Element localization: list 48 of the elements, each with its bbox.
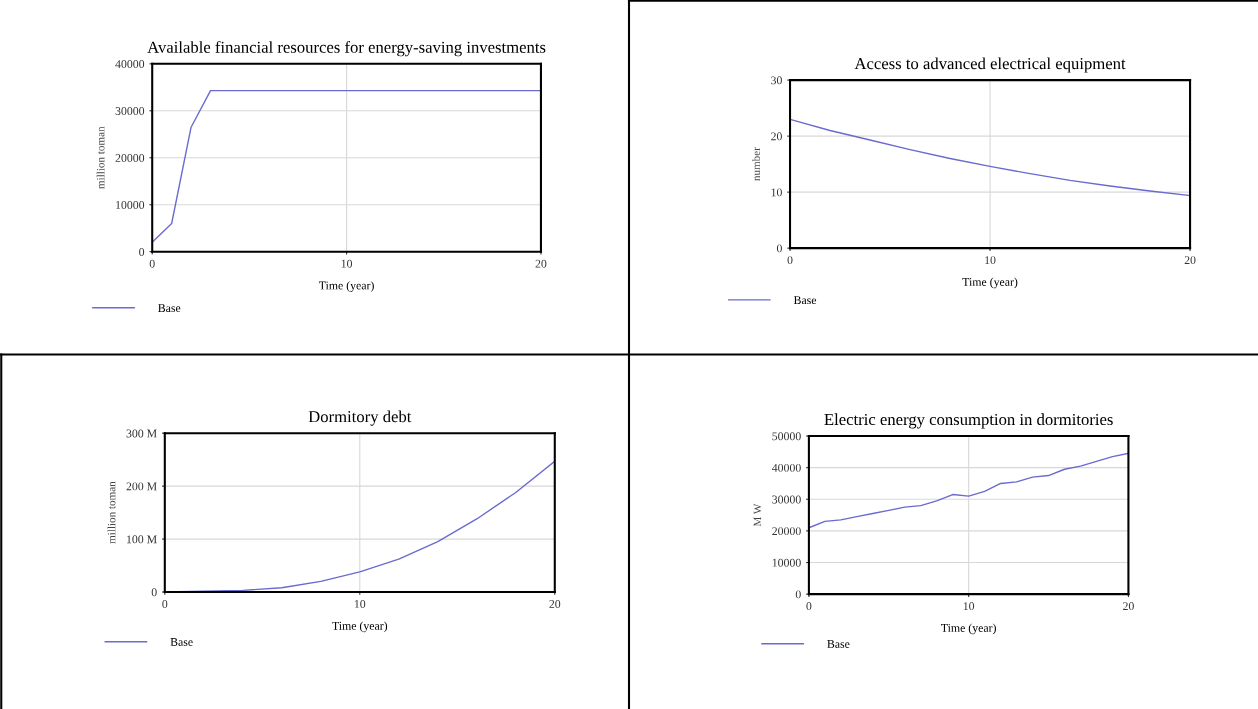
x-tick-label: 20	[1184, 256, 1196, 265]
chart-title: Available financial resources for energy-saving investments	[147, 40, 546, 57]
x-axis-title: Time (year)	[318, 281, 374, 292]
y-tick-label: 200 M	[126, 482, 157, 491]
x-tick-label: 10	[985, 256, 996, 265]
x-tick-label: 20	[549, 600, 561, 608]
x-axis-title: Time (year)	[941, 623, 996, 635]
y-tick-label: 40000	[771, 463, 801, 472]
legend-label: Base	[158, 304, 181, 313]
y-tick-label: 100 M	[127, 535, 157, 544]
chart-title: Access to advanced electrical equipment	[854, 57, 1126, 73]
x-tick-label: 10	[354, 600, 366, 608]
y-tick-label: 20000	[772, 527, 801, 536]
y-axis-title: number	[752, 147, 760, 181]
y-tick-label: 40000	[115, 60, 145, 69]
y-tick-label: 30000	[115, 107, 145, 115]
legend-label: Base	[170, 638, 193, 646]
x-tick-label: 0	[162, 600, 168, 608]
x-tick-label: 10	[963, 602, 975, 611]
x-tick-label: 0	[806, 602, 812, 611]
x-tick-label: 10	[341, 259, 353, 268]
chart-title: Electric energy consumption in dormitories	[824, 413, 1113, 429]
y-axis-title: million toman	[96, 126, 105, 189]
x-axis-title: Time (year)	[962, 277, 1018, 289]
y-tick-label: 50000	[772, 432, 801, 441]
y-tick-label: 10000	[116, 200, 145, 209]
y-tick-label: 20000	[115, 154, 145, 162]
y-tick-label: 0	[776, 244, 782, 253]
x-axis-title: Time (year)	[332, 621, 388, 633]
y-tick-label: 300 M	[126, 429, 157, 438]
line-series	[790, 118, 1191, 197]
y-tick-label: 10	[771, 188, 782, 197]
x-tick-label: 20	[1123, 602, 1134, 611]
y-tick-label: 20	[771, 132, 782, 141]
y-tick-label: 30	[771, 76, 782, 85]
legend-label: Base	[793, 296, 817, 305]
chart-title: Dormitory debt	[308, 410, 412, 426]
x-tick-label: 20	[535, 259, 547, 268]
y-tick-label: 10000	[772, 558, 801, 567]
y-axis-title: M W	[753, 503, 762, 527]
y-tick-label: 30000	[772, 495, 801, 504]
line-series	[152, 89, 541, 243]
legend-label: Base	[827, 640, 850, 648]
y-tick-label: 0	[795, 590, 801, 599]
y-tick-label: 0	[151, 588, 157, 597]
line-series	[808, 452, 1129, 529]
y-tick-label: 0	[139, 247, 145, 256]
y-axis-title: million toman	[107, 481, 116, 544]
